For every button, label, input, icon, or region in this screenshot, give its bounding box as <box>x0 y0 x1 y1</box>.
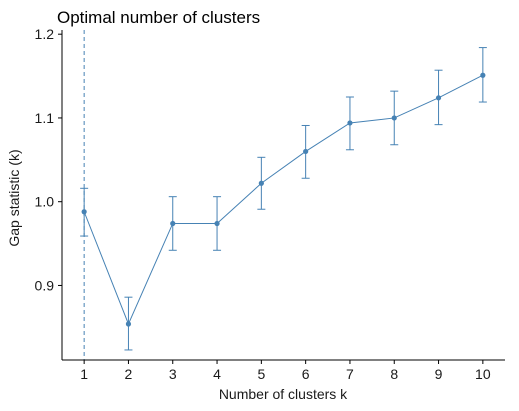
x-tick-label: 9 <box>435 366 443 382</box>
x-tick-label: 3 <box>169 366 177 382</box>
data-point <box>258 180 264 186</box>
data-point <box>214 220 220 227</box>
y-tick-label: 1.2 <box>35 26 55 42</box>
x-tick-label: 1 <box>80 366 88 382</box>
data-point <box>303 148 309 155</box>
x-axis-label: Number of clusters k <box>219 386 348 402</box>
x-tick-label: 10 <box>475 366 491 382</box>
x-tick-label: 7 <box>346 366 354 382</box>
y-tick-label: 1.1 <box>35 110 55 126</box>
data-point <box>81 209 87 215</box>
x-tick-label: 4 <box>213 366 221 382</box>
data-point <box>125 321 132 327</box>
data-point <box>435 95 442 101</box>
series-line <box>83 74 484 326</box>
data-point <box>347 120 353 126</box>
x-tick-label: 2 <box>125 366 133 382</box>
y-tick-label: 1.0 <box>35 194 55 210</box>
x-tick-label: 6 <box>302 366 310 382</box>
x-tick-label: 5 <box>257 366 265 382</box>
x-tick-label: 8 <box>390 366 398 382</box>
chart-title: Optimal number of clusters <box>57 8 260 27</box>
data-point <box>170 220 176 227</box>
y-axis-label: Gap statistic (k) <box>6 149 22 246</box>
plot-area: 0.9 1.0 1.1 1.2 1 2 3 4 5 6 7 8 9 10 <box>35 26 505 382</box>
data-point <box>480 72 486 78</box>
data-point <box>391 115 397 121</box>
y-tick-label: 0.9 <box>35 277 55 293</box>
